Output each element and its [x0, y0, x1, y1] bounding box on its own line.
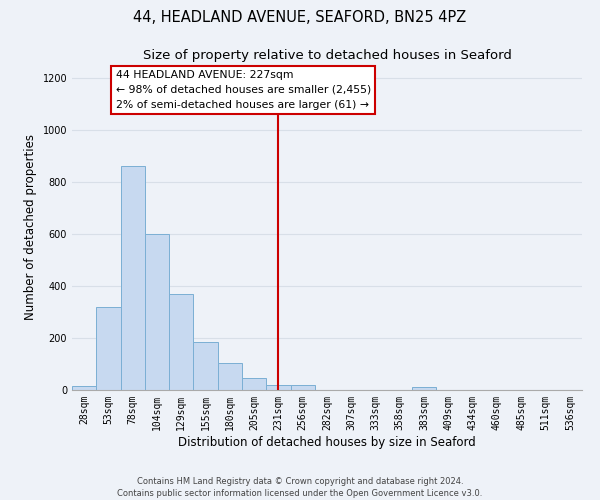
Bar	[193, 342, 218, 390]
Bar	[266, 386, 290, 390]
Bar	[72, 386, 96, 390]
Bar	[121, 166, 145, 390]
Text: Contains HM Land Registry data © Crown copyright and database right 2024.
Contai: Contains HM Land Registry data © Crown c…	[118, 476, 482, 498]
Bar	[412, 387, 436, 390]
Bar	[96, 307, 121, 390]
Text: 44 HEADLAND AVENUE: 227sqm
← 98% of detached houses are smaller (2,455)
2% of se: 44 HEADLAND AVENUE: 227sqm ← 98% of deta…	[116, 70, 371, 110]
Bar	[145, 234, 169, 390]
Bar	[218, 362, 242, 390]
Bar	[290, 386, 315, 390]
Bar	[242, 378, 266, 390]
X-axis label: Distribution of detached houses by size in Seaford: Distribution of detached houses by size …	[178, 436, 476, 448]
Bar	[169, 294, 193, 390]
Y-axis label: Number of detached properties: Number of detached properties	[24, 134, 37, 320]
Title: Size of property relative to detached houses in Seaford: Size of property relative to detached ho…	[143, 50, 511, 62]
Text: 44, HEADLAND AVENUE, SEAFORD, BN25 4PZ: 44, HEADLAND AVENUE, SEAFORD, BN25 4PZ	[133, 10, 467, 25]
